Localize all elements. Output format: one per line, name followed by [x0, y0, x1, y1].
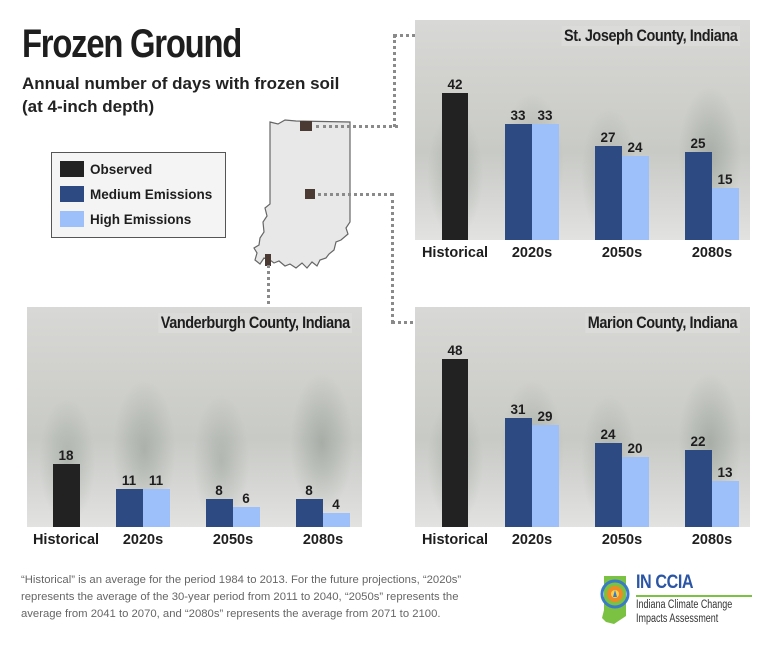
logo-divider — [636, 595, 752, 597]
legend-label: Observed — [90, 161, 153, 177]
st-joseph-marker — [300, 121, 312, 131]
bar-2050s-high — [622, 457, 649, 527]
indiana-map — [253, 119, 351, 269]
bar-2020s-medium — [505, 418, 532, 527]
footnote-line-3: average from 2041 to 2070, and “2080s” r… — [21, 608, 441, 620]
bar-2080s-medium — [685, 450, 712, 527]
value-label: 4 — [332, 497, 340, 512]
bar-2020s-medium — [116, 489, 143, 527]
medium-emissions-swatch — [60, 186, 84, 202]
connector-marion-v — [391, 193, 394, 323]
category-label-historical: Historical — [32, 532, 100, 548]
marion-marker — [305, 189, 315, 199]
value-label: 24 — [627, 140, 643, 155]
indiana-outline — [253, 119, 351, 269]
bar-2080s-medium — [296, 499, 323, 527]
inccia-logo: IN CCIA Indiana Climate Change Impacts A… — [596, 570, 756, 630]
legend-label: Medium Emissions — [90, 186, 213, 202]
bar-2020s-high — [532, 124, 559, 240]
logo-subtitle-line-1: Indiana Climate Change — [636, 599, 733, 611]
footnote: “Historical” is an average for the perio… — [21, 572, 511, 623]
value-label: 33 — [510, 108, 526, 123]
value-label: 18 — [58, 448, 74, 463]
bar-2080s-high — [712, 481, 739, 527]
legend-item-high-emissions: High Emissions — [60, 211, 191, 227]
bar-2020s-high — [143, 489, 170, 527]
bar-2050s-high — [233, 507, 260, 527]
bar-2050s-medium — [206, 499, 233, 527]
bar-historical-observed — [53, 464, 80, 527]
high-emissions-swatch — [60, 211, 84, 227]
value-label: 31 — [510, 402, 526, 417]
value-label: 24 — [600, 427, 616, 442]
page-title: Frozen Ground — [22, 22, 242, 66]
chart-vanderburgh: Vanderburgh County, Indiana 18 11 11 8 6… — [27, 307, 362, 527]
subtitle-line-2: (at 4-inch depth) — [22, 97, 155, 116]
category-label-2080s: 2080s — [691, 532, 733, 548]
connector-marion-h — [318, 193, 393, 196]
category-label-historical: Historical — [421, 245, 489, 261]
connector-st-joseph-h — [316, 125, 398, 128]
value-label: 48 — [447, 343, 463, 358]
value-label: 25 — [690, 136, 706, 151]
category-label-2050s: 2050s — [212, 532, 254, 548]
logo-subtitle-line-2: Impacts Assessment — [636, 613, 719, 625]
category-label-2020s: 2020s — [122, 532, 164, 548]
category-label-2020s: 2020s — [511, 532, 553, 548]
connector-vanderburgh-v — [267, 265, 270, 310]
category-label-2050s: 2050s — [601, 245, 643, 261]
footnote-line-1: “Historical” is an average for the perio… — [21, 574, 462, 586]
bar-2050s-high — [622, 156, 649, 240]
bar-2050s-medium — [595, 443, 622, 527]
subtitle-line-1: Annual number of days with frozen soil — [22, 74, 340, 93]
bar-2020s-medium — [505, 124, 532, 240]
value-label: 8 — [305, 483, 313, 498]
chart-title: Marion County, Indiana — [585, 313, 740, 333]
bar-historical-observed — [442, 93, 468, 240]
chart-title: Vanderburgh County, Indiana — [157, 313, 352, 333]
value-label: 27 — [600, 130, 616, 145]
logo-title: IN CCIA — [636, 572, 694, 593]
observed-swatch — [60, 161, 84, 177]
value-label: 13 — [717, 465, 733, 480]
value-label: 42 — [447, 77, 463, 92]
subtitle: Annual number of days with frozen soil (… — [22, 72, 382, 118]
bar-2080s-medium — [685, 152, 712, 240]
bar-2020s-high — [532, 425, 559, 527]
bar-2050s-medium — [595, 146, 622, 240]
chart-title: St. Joseph County, Indiana — [561, 26, 740, 46]
value-label: 11 — [121, 473, 137, 488]
category-label-historical: Historical — [421, 532, 489, 548]
value-label: 15 — [717, 172, 733, 187]
value-label: 33 — [537, 108, 553, 123]
value-label: 6 — [242, 491, 250, 506]
value-label: 20 — [627, 441, 643, 456]
category-label-2080s: 2080s — [302, 532, 344, 548]
bar-2080s-high — [712, 188, 739, 240]
bar-2080s-high — [323, 513, 350, 527]
chart-marion: Marion County, Indiana 48 31 29 24 20 22… — [415, 307, 750, 527]
inccia-emblem-icon — [600, 576, 630, 624]
category-label-2050s: 2050s — [601, 532, 643, 548]
bar-historical-observed — [442, 359, 468, 527]
value-label: 29 — [537, 409, 553, 424]
vanderburgh-marker — [265, 254, 271, 266]
legend-item-observed: Observed — [60, 161, 152, 177]
legend-item-medium-emissions: Medium Emissions — [60, 186, 212, 202]
value-label: 22 — [690, 434, 706, 449]
footnote-line-2: represents the average of the 30-year pe… — [21, 591, 459, 603]
category-label-2020s: 2020s — [511, 245, 553, 261]
legend: Observed Medium Emissions High Emissions — [51, 152, 226, 238]
category-label-2080s: 2080s — [691, 245, 733, 261]
value-label: 8 — [215, 483, 223, 498]
chart-st-joseph: St. Joseph County, Indiana 42 33 33 27 2… — [415, 20, 750, 240]
legend-label: High Emissions — [90, 211, 192, 227]
connector-st-joseph-v — [393, 35, 396, 127]
value-label: 11 — [148, 473, 164, 488]
